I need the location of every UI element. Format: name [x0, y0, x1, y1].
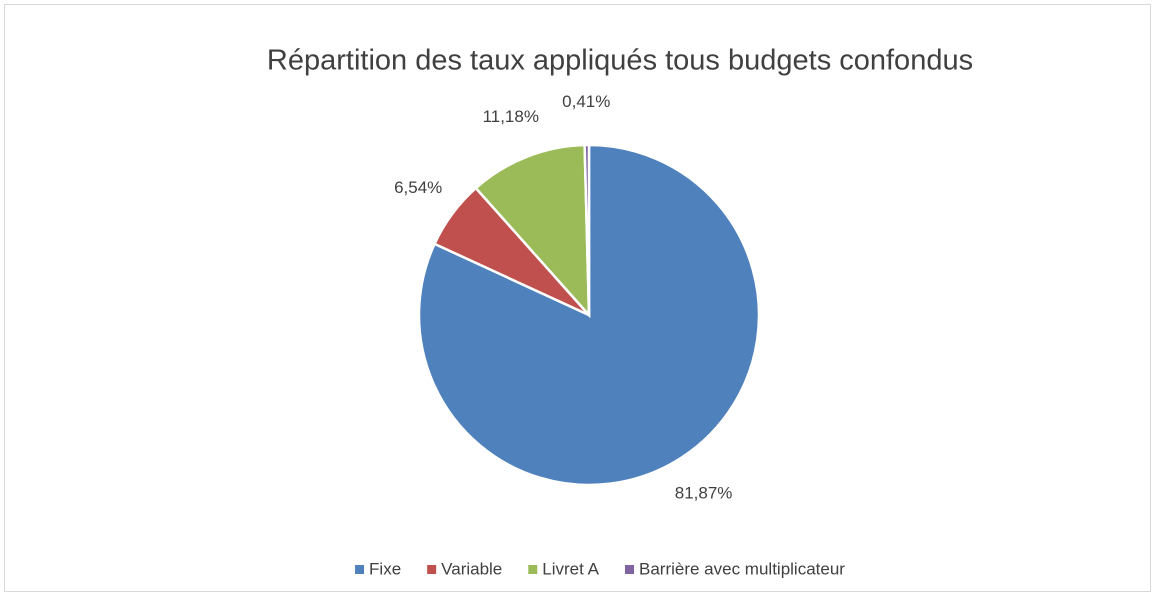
legend-swatch [528, 565, 538, 574]
data-label: 6,54% [394, 178, 442, 197]
data-label: 11,18% [483, 107, 539, 126]
legend-swatch [427, 565, 437, 574]
legend-label: Livret A [542, 559, 599, 578]
pie-slice [417, 143, 761, 487]
data-label: 81,87% [675, 483, 733, 502]
legend-label: Fixe [369, 559, 401, 578]
legend-swatch [624, 565, 634, 574]
pie-slice [474, 143, 591, 319]
legend-label: Barrière avec multiplicateur [639, 559, 845, 578]
chart-title: Répartition des taux appliqués tous budg… [267, 45, 973, 77]
pie-slice [583, 143, 591, 316]
legend-swatch [355, 565, 365, 574]
data-label: 0,41% [562, 92, 610, 111]
legend-label: Variable [441, 559, 502, 578]
